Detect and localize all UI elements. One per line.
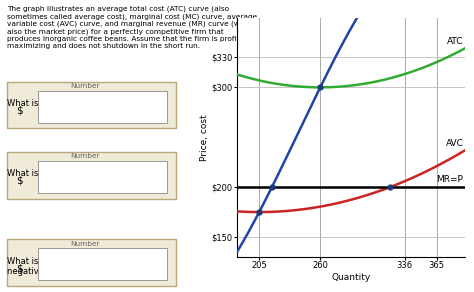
- X-axis label: Quantity: Quantity: [331, 273, 370, 282]
- FancyBboxPatch shape: [7, 239, 176, 286]
- Text: What is the firm's total revenue?: What is the firm's total revenue?: [7, 99, 145, 108]
- Text: The graph illustrates an average total cost (ATC) curve (also
sometimes called a: The graph illustrates an average total c…: [7, 6, 264, 49]
- Text: $: $: [17, 106, 23, 116]
- FancyBboxPatch shape: [37, 161, 166, 193]
- FancyBboxPatch shape: [37, 248, 166, 280]
- Text: $: $: [17, 176, 23, 186]
- Text: MR=P: MR=P: [437, 175, 464, 184]
- Text: ATC: ATC: [447, 36, 464, 46]
- Text: What is the firm's total cost?: What is the firm's total cost?: [7, 169, 128, 178]
- FancyBboxPatch shape: [7, 152, 176, 199]
- Text: $: $: [17, 263, 23, 273]
- Text: AVC: AVC: [446, 139, 464, 148]
- FancyBboxPatch shape: [37, 91, 166, 123]
- FancyBboxPatch shape: [7, 82, 176, 128]
- Y-axis label: Price, cost: Price, cost: [200, 114, 209, 161]
- Text: Number: Number: [70, 153, 100, 159]
- Text: What is the firm's profit (enter a
negative number for a loss)?: What is the firm's profit (enter a negat…: [7, 257, 142, 276]
- Text: Number: Number: [70, 241, 100, 247]
- Text: Number: Number: [70, 83, 100, 89]
